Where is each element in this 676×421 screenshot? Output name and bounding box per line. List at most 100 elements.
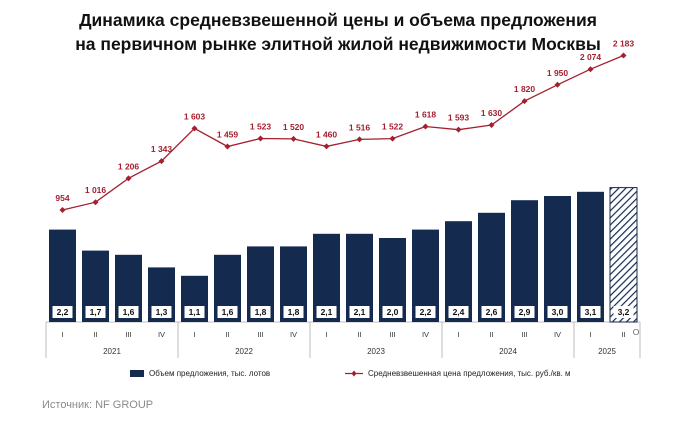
price-value-label: 1 520 (283, 122, 305, 132)
bar (478, 212, 505, 322)
bar-forecast (609, 187, 638, 323)
bar-value-label: 1,6 (222, 307, 234, 317)
year-label: 2025 (598, 347, 616, 356)
price-point (158, 158, 165, 165)
bar-label-box (514, 306, 535, 318)
bar-value-label: 3,0 (552, 307, 564, 317)
quarter-tick-label: I (193, 330, 195, 339)
legend-line-swatch (345, 370, 363, 377)
price-value-label: 1 820 (514, 84, 536, 94)
bar-label-box (151, 306, 172, 318)
bar-label-box (613, 306, 634, 318)
bar-value-label: 2,4 (453, 307, 465, 317)
chart-title: Динамика средневзвешенной цены и объема … (0, 8, 676, 56)
price-point (620, 52, 627, 59)
price-value-label: 1 618 (415, 110, 437, 120)
bar-label-box (118, 306, 139, 318)
source-note: Источник: NF GROUP (42, 399, 154, 411)
bar-value-label: 1,3 (156, 307, 168, 317)
price-point (455, 126, 462, 133)
quarter-tick-label: III (125, 330, 131, 339)
bar-label-box (250, 306, 271, 318)
legend-bars: Объем предложения, тыс. лотов (130, 369, 270, 378)
quarter-tick-label: I (325, 330, 327, 339)
price-value-label: 1 593 (448, 113, 470, 123)
price-point (521, 98, 528, 105)
price-value-label: 954 (55, 193, 69, 203)
bar-label-box (382, 306, 403, 318)
quarter-tick-label: III (389, 330, 395, 339)
year-label: 2023 (367, 347, 385, 356)
price-line (62, 54, 624, 211)
price-point (554, 81, 561, 88)
quarter-tick-label: I (589, 330, 591, 339)
quarter-tick-label: IV (158, 330, 165, 339)
bar-label-box (580, 306, 601, 318)
bar-label-box (481, 306, 502, 318)
legend-bars-label: Объем предложения, тыс. лотов (149, 369, 271, 378)
price-value-label: 2 074 (580, 52, 602, 62)
price-point (257, 135, 264, 142)
price-value-label: 1 343 (151, 144, 173, 154)
price-point (389, 135, 396, 142)
year-label: 2024 (499, 347, 517, 356)
bar-value-label: 1,8 (255, 307, 267, 317)
bar-series (49, 187, 638, 323)
bar-label-box (52, 306, 73, 318)
quarter-tick-label: III (257, 330, 263, 339)
bar-value-label: 3,1 (585, 307, 597, 317)
price-line-series (59, 52, 627, 213)
price-point (92, 199, 99, 206)
bar-label-box (85, 306, 106, 318)
bar (544, 196, 571, 322)
price-point (356, 136, 363, 143)
quarter-tick-label: II (357, 330, 361, 339)
price-value-label: 1 630 (481, 108, 503, 118)
quarter-tick-label: II (93, 330, 97, 339)
bar-label-box (217, 306, 238, 318)
legend-line-label: Средневзвешенная цена предложения, тыс. … (368, 369, 571, 378)
quarter-tick-label: IV (422, 330, 429, 339)
bar-value-label: 3,2 (618, 307, 630, 317)
price-value-label: 1 459 (217, 130, 239, 140)
bar-value-label: 2,6 (486, 307, 498, 317)
price-value-label: 1 206 (118, 161, 140, 171)
bar-label-box (316, 306, 337, 318)
price-value-label: 1 016 (85, 185, 107, 195)
extra-mark: О (633, 327, 640, 337)
quarter-tick-label: IV (554, 330, 561, 339)
price-value-label: 2 183 (613, 39, 635, 49)
price-point (224, 143, 231, 150)
price-point (191, 125, 198, 132)
bar-label-box (415, 306, 436, 318)
price-value-label: 1 522 (382, 122, 404, 132)
bar-value-label: 2,1 (354, 307, 366, 317)
legend-line: Средневзвешенная цена предложения, тыс. … (345, 369, 571, 378)
quarter-tick-label: I (61, 330, 63, 339)
price-value-label: 1 950 (547, 68, 569, 78)
quarter-tick-label: II (225, 330, 229, 339)
bar-value-label: 1,1 (189, 307, 201, 317)
bar-value-label: 1,6 (123, 307, 135, 317)
price-point (59, 207, 66, 213)
data-labels: 2,2 1,7 1,6 1,3 1,1 1,6 1,8 1,8 2,1 2,1 2,0 2,2 2,4 2… (55, 39, 634, 317)
price-point (125, 175, 132, 182)
legend-bar-swatch (130, 370, 144, 377)
bar-value-label: 2,2 (420, 307, 432, 317)
bar (577, 191, 604, 322)
bar-value-label: 1,8 (288, 307, 300, 317)
bar-label-box (448, 306, 469, 318)
bar-label-box (547, 306, 568, 318)
quarter-tick-label: I (457, 330, 459, 339)
bar (445, 221, 472, 322)
quarter-tick-label: II (621, 330, 625, 339)
chart-title-line-1: Динамика средневзвешенной цены и объема … (79, 10, 597, 30)
price-value-label: 1 603 (184, 111, 206, 121)
price-point (323, 143, 330, 150)
price-point (587, 66, 594, 73)
price-point (488, 122, 495, 129)
bar-label-box (283, 306, 304, 318)
price-point (290, 135, 297, 142)
